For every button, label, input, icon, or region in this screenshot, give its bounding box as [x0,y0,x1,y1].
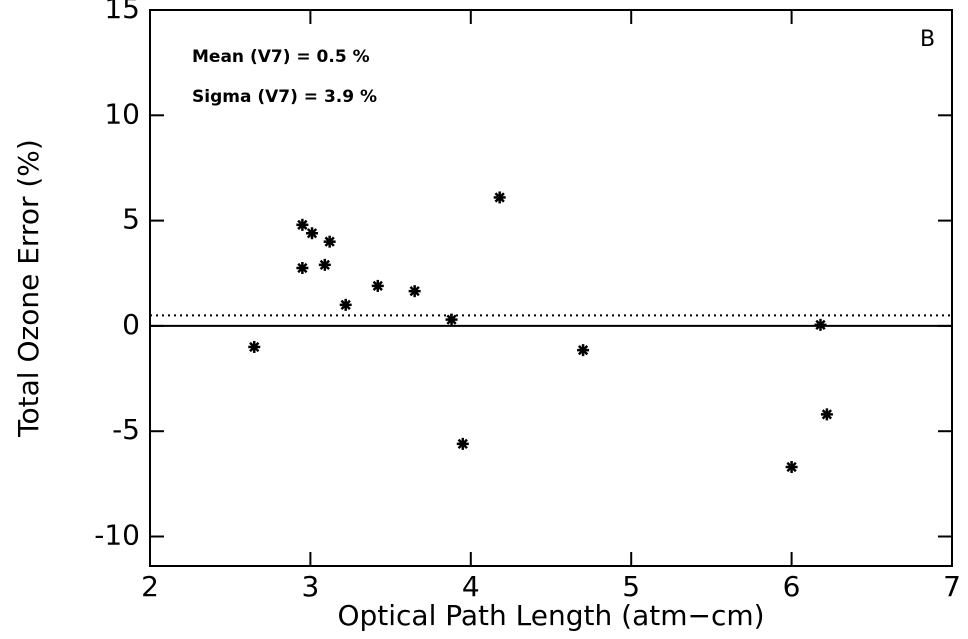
y-tick-label: 15 [104,0,140,25]
point-stroke [372,280,383,292]
point-stroke [786,461,797,473]
point-stroke [297,219,308,230]
x-tick-label: 3 [301,570,319,603]
point [248,340,261,353]
x-tick-label: 7 [943,570,961,603]
annotation: Sigma (V7) = 3.9 % [192,87,377,107]
point [820,408,833,421]
point [318,258,331,271]
point [296,261,309,274]
plot-frame [149,9,953,567]
point [493,191,506,204]
y-tick-label: -10 [94,519,140,552]
point [306,227,319,240]
point-stroke [821,409,833,420]
point-stroke [815,319,826,330]
point-stroke [340,299,351,310]
annotation: Mean (V7) = 0.5 % [192,47,370,67]
point-stroke [249,341,260,353]
point [408,285,421,298]
y-tick-label: 5 [122,203,140,236]
point-stroke [446,314,457,325]
point [456,437,469,450]
point [445,313,458,326]
x-tick-label: 6 [783,570,801,603]
y-tick-label: 0 [122,308,140,341]
point-stroke [457,438,468,449]
panel-label: B [920,27,935,52]
point-stroke [297,262,308,274]
x-axis-label: Optical Path Length (atm−cm) [337,599,764,632]
point [339,298,352,311]
point [814,318,827,331]
y-tick-label: -5 [112,413,140,446]
point [577,344,590,357]
point [296,218,309,231]
y-tick-label: 10 [104,97,140,130]
y-axis-label: Total Ozone Error (%) [12,139,45,438]
point-stroke [577,345,589,356]
x-tick-label: 2 [141,570,159,603]
point [785,461,798,474]
x-tick-label: 4 [462,570,480,603]
point-stroke [494,192,505,203]
point [323,235,336,248]
point-stroke [324,236,335,247]
point [371,279,384,292]
point-stroke [306,228,318,239]
x-tick-label: 5 [622,570,640,603]
point-stroke [409,286,420,297]
point-stroke [319,259,330,270]
